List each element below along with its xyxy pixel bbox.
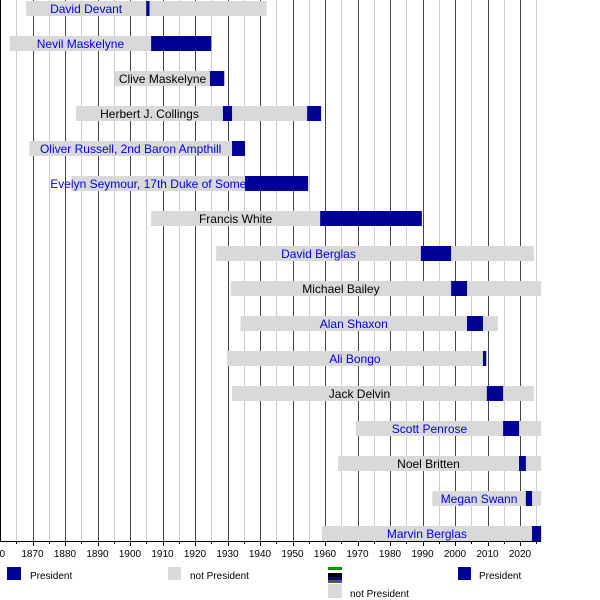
timeline-row: Ali Bongo — [226, 351, 487, 366]
legend-stack-black — [328, 573, 342, 577]
timeline-row: Noel Britten — [338, 456, 542, 471]
lifespan-bar — [76, 106, 322, 121]
legend-label-president-2: President — [479, 571, 521, 582]
lifespan-bar — [232, 386, 534, 401]
lifespan-bar — [29, 141, 246, 156]
presidency-bar — [532, 526, 542, 541]
legend-label-not-president: not President — [190, 571, 249, 582]
person-label[interactable]: Scott Penrose — [392, 422, 468, 436]
timeline-row: Nevil Maskelyne — [9, 36, 212, 51]
timeline-row: Jack Delvin — [232, 386, 534, 401]
person-label: Herbert J. Collings — [100, 107, 199, 121]
timeline-row: Clive Maskelyne — [115, 71, 225, 86]
timeline-row: Evelyn Seymour, 17th Duke of Somerset — [50, 176, 309, 191]
timeline-row: Megan Swann — [432, 491, 542, 506]
legend-swatch-president-2 — [458, 567, 471, 580]
presidency-bar — [482, 351, 487, 366]
presidency-bar — [222, 106, 233, 121]
lifespan-bar — [355, 421, 542, 436]
person-label[interactable]: Alan Shaxon — [320, 317, 388, 331]
x-tick-label: 1980 — [379, 549, 402, 560]
legend-label-not-president-2: not President — [350, 589, 409, 600]
presidency-bar — [519, 456, 526, 471]
timeline-row: Alan Shaxon — [240, 316, 498, 331]
lifespan-bar — [115, 71, 225, 86]
timeline-row: Oliver Russell, 2nd Baron Ampthill — [29, 141, 246, 156]
grid — [0, 0, 537, 541]
timeline-row: David Berglas — [216, 246, 534, 261]
timeline-row: Michael Bailey — [230, 281, 542, 296]
legend-swatch-president — [7, 567, 21, 580]
presidency-bar — [467, 316, 483, 331]
x-tick-label: 1930 — [216, 549, 239, 560]
presidency-bar — [320, 211, 422, 226]
x-tick-label: 1950 — [281, 549, 304, 560]
x-tick-label: 1890 — [86, 549, 109, 560]
person-label[interactable]: Nevil Maskelyne — [37, 37, 125, 51]
legend-swatch-not-president-2 — [328, 584, 342, 598]
legend-stack-blue — [328, 577, 342, 580]
lifespan-bar — [226, 351, 487, 366]
x-tick-label: 2000 — [444, 549, 467, 560]
x-tick-label: 1870 — [21, 549, 44, 560]
lifespan-bar — [240, 316, 498, 331]
person-label: Michael Bailey — [302, 282, 379, 296]
x-tick-label: 60 — [0, 549, 6, 560]
person-label[interactable]: David Devant — [50, 2, 123, 16]
bars: David Devant Nevil Maskelyne Clive Maskely… — [9, 1, 542, 541]
lifespan-bar — [338, 456, 542, 471]
timeline-row: Scott Penrose — [355, 421, 542, 436]
x-tick-label: 1880 — [54, 549, 77, 560]
timeline-row: Francis White — [151, 211, 422, 226]
lifespan-bar — [432, 491, 542, 506]
person-label[interactable]: Marvin Berglas — [387, 527, 467, 541]
person-label[interactable]: Evelyn Seymour, 17th Duke of Somerset — [50, 177, 267, 191]
legend-stack-grey — [328, 580, 342, 583]
lifespan-bar — [216, 246, 534, 261]
lifespan-bar — [230, 281, 542, 296]
person-label: Jack Delvin — [329, 387, 390, 401]
legend: President not President not President Pr… — [7, 567, 521, 600]
person-label[interactable]: Oliver Russell, 2nd Baron Ampthill — [40, 142, 221, 156]
presidency-bar — [420, 246, 452, 261]
x-tick-label: 1960 — [314, 549, 337, 560]
presidency-bar — [209, 71, 225, 86]
person-label[interactable]: David Berglas — [281, 247, 356, 261]
presidency-bar — [525, 491, 533, 506]
person-label: Noel Britten — [397, 457, 460, 471]
person-label: Francis White — [199, 212, 273, 226]
legend-label-president: President — [30, 571, 72, 582]
person-label[interactable]: Ali Bongo — [329, 352, 381, 366]
legend-stack-green — [328, 567, 342, 570]
person-label[interactable]: Megan Swann — [441, 492, 518, 506]
x-tick-label: 1940 — [249, 549, 272, 560]
presidency-bar — [232, 141, 246, 156]
x-tick-label: 1910 — [151, 549, 174, 560]
timeline-row: Marvin Berglas — [321, 526, 542, 541]
presidency-bar — [151, 36, 212, 51]
timeline-row: David Devant — [26, 1, 267, 16]
x-tick-label: 2010 — [476, 549, 499, 560]
presidency-bar — [486, 386, 504, 401]
presidency-bar — [146, 1, 150, 16]
x-tick-label: 1900 — [119, 549, 142, 560]
lifespan-bar — [321, 526, 542, 541]
presidency-bar — [307, 106, 322, 121]
presidency-bar — [245, 176, 309, 191]
x-tick-label: 1920 — [184, 549, 207, 560]
x-axis: 60 1870 1880 1890 1900 1910 1920 1930 1940 1950 19… — [0, 541, 542, 560]
presidency-bar — [503, 421, 520, 436]
x-tick-label: 1970 — [346, 549, 369, 560]
x-tick-label: 2020 — [509, 549, 532, 560]
x-tick-label: 1990 — [411, 549, 434, 560]
presidency-bar — [451, 281, 468, 296]
timeline-row: Herbert J. Collings — [76, 106, 322, 121]
legend-swatch-not-president — [168, 567, 181, 580]
person-label: Clive Maskelyne — [119, 72, 207, 86]
